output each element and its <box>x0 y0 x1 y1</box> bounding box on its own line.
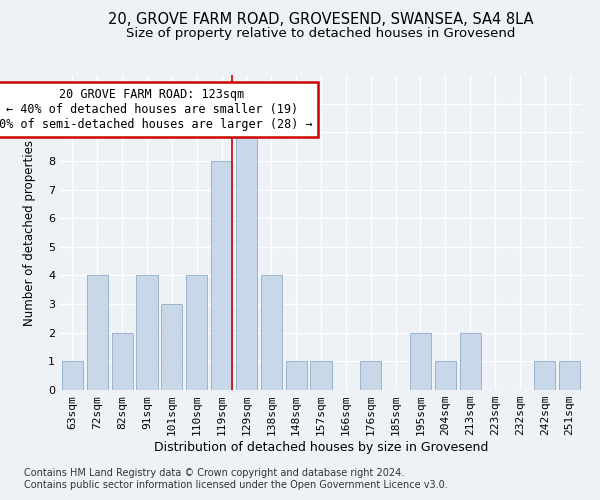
Bar <box>360 362 381 390</box>
Bar <box>460 332 481 390</box>
Bar <box>211 161 232 390</box>
Bar <box>435 362 456 390</box>
Bar <box>286 362 307 390</box>
Bar <box>62 362 83 390</box>
X-axis label: Distribution of detached houses by size in Grovesend: Distribution of detached houses by size … <box>154 441 488 454</box>
Text: Contains public sector information licensed under the Open Government Licence v3: Contains public sector information licen… <box>24 480 448 490</box>
Text: Size of property relative to detached houses in Grovesend: Size of property relative to detached ho… <box>127 28 515 40</box>
Bar <box>261 276 282 390</box>
Text: Contains HM Land Registry data © Crown copyright and database right 2024.: Contains HM Land Registry data © Crown c… <box>24 468 404 477</box>
Bar <box>410 332 431 390</box>
Bar <box>534 362 555 390</box>
Bar <box>186 276 207 390</box>
Bar <box>87 276 108 390</box>
Text: 20 GROVE FARM ROAD: 123sqm
← 40% of detached houses are smaller (19)
60% of semi: 20 GROVE FARM ROAD: 123sqm ← 40% of deta… <box>0 88 312 131</box>
Bar <box>136 276 158 390</box>
Bar <box>112 332 133 390</box>
Bar <box>161 304 182 390</box>
Text: 20, GROVE FARM ROAD, GROVESEND, SWANSEA, SA4 8LA: 20, GROVE FARM ROAD, GROVESEND, SWANSEA,… <box>108 12 534 28</box>
Bar <box>236 132 257 390</box>
Bar <box>310 362 332 390</box>
Y-axis label: Number of detached properties: Number of detached properties <box>23 140 35 326</box>
Bar <box>559 362 580 390</box>
